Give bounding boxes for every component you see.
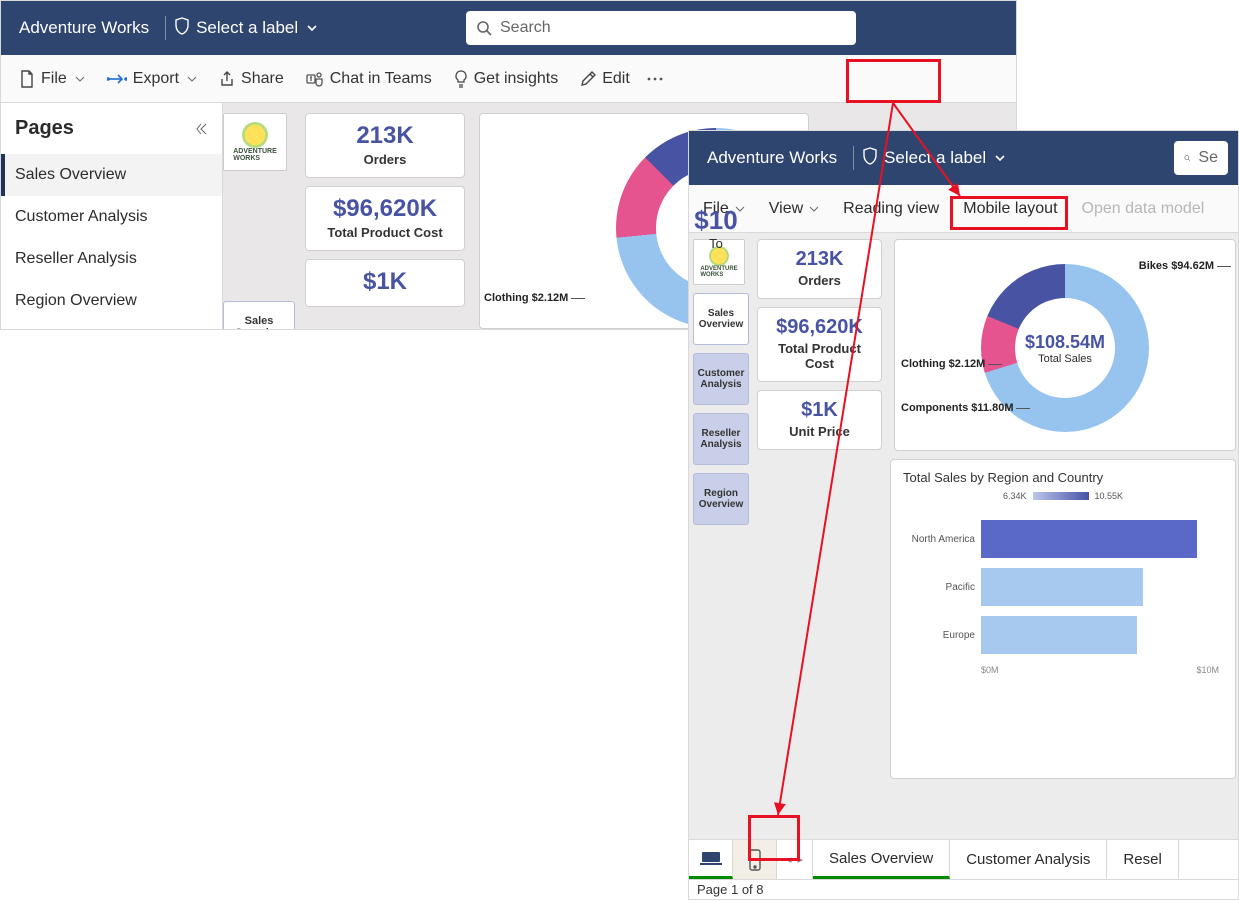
bar-chart-x-axis: $0M$10M	[903, 665, 1223, 675]
kpi-label: Unit Price	[764, 424, 875, 439]
search-placeholder: Search	[500, 19, 551, 37]
chat-teams-button[interactable]: Chat in Teams	[298, 66, 440, 92]
bar-row: Europe	[903, 611, 1223, 659]
command-bar: File Export Share Chat in Teams Get insi…	[1, 55, 1016, 103]
page-status: Page 1 of 8	[689, 880, 1238, 899]
donut-center-label: Total Sales	[1038, 353, 1092, 365]
chevron-down-icon	[187, 74, 197, 84]
bar-label: Europe	[903, 630, 981, 641]
shield-icon	[174, 17, 190, 40]
shield-icon	[862, 147, 878, 170]
kpi-card: $96,620K Total Product Cost	[305, 186, 465, 251]
donut-center-value: $10	[694, 205, 737, 236]
bar	[981, 520, 1197, 558]
page-item[interactable]: Customer Analysis	[1, 196, 222, 238]
region-bar-chart: Total Sales by Region and Country 6.34K …	[890, 459, 1236, 779]
page-tab[interactable]: Sales Overview	[813, 840, 950, 879]
file-icon	[19, 70, 35, 88]
kpi-label: Total Product Cost	[764, 341, 875, 371]
bulb-icon	[454, 70, 468, 88]
nav-tile[interactable]: Reseller Analysis	[693, 413, 749, 465]
page-item[interactable]: Reseller Analysis	[1, 238, 222, 280]
kpi-value: $1K	[764, 399, 875, 422]
share-icon	[219, 71, 235, 87]
search-icon	[1184, 150, 1190, 166]
mobile-layout-button[interactable]: Mobile layout	[963, 200, 1057, 218]
bar-chart-legend: 6.34K 10.55K	[903, 491, 1223, 501]
bar	[981, 616, 1137, 654]
bar-label: Pacific	[903, 582, 981, 593]
edit-button[interactable]: Edit	[572, 66, 638, 92]
donut-label-clothing: Clothing $2.12M	[484, 292, 585, 304]
bar-chart-title: Total Sales by Region and Country	[903, 470, 1223, 485]
search-container: Se	[1174, 141, 1228, 175]
nav-tile[interactable]: Customer Analysis	[693, 353, 749, 405]
chevron-down-icon	[809, 204, 819, 214]
bar	[981, 568, 1143, 606]
more-icon	[646, 76, 664, 82]
donut-center-value: $108.54M	[1025, 332, 1105, 353]
bar-row: Pacific	[903, 563, 1223, 611]
tab-scroll-arrows[interactable]: ◂▸	[777, 840, 813, 879]
export-icon	[107, 72, 127, 86]
page-item[interactable]: Region Overview	[1, 280, 222, 322]
chevron-down-icon	[75, 74, 85, 84]
gradient-swatch	[1033, 492, 1089, 500]
bar-label: North America	[903, 534, 981, 545]
kpi-card: 213K Orders	[305, 113, 465, 178]
donut-center-label: To	[709, 236, 723, 251]
search-input[interactable]: Search	[466, 11, 856, 45]
pages-title: Pages	[15, 117, 74, 140]
desktop-layout-toggle[interactable]	[689, 840, 733, 879]
canvas-spacer	[689, 787, 1238, 839]
divider	[853, 146, 854, 170]
top-bar: Adventure Works Select a label Search	[1, 1, 1016, 55]
adventure-works-logo: ADVENTUREWORKS	[223, 113, 287, 171]
desktop-icon	[700, 850, 722, 866]
total-sales-donut-card: $108.54M Total Sales Bikes $94.62M Cloth…	[894, 239, 1236, 451]
bar-row: North America	[903, 515, 1223, 563]
page-tab[interactable]: Customer Analysis	[950, 840, 1107, 879]
kpi-label: Total Product Cost	[312, 225, 458, 240]
export-menu[interactable]: Export	[99, 66, 205, 92]
pencil-icon	[580, 71, 596, 87]
mobile-layout-toggle[interactable]	[733, 840, 777, 879]
pages-pane-header: Pages	[1, 107, 222, 154]
get-insights-button[interactable]: Get insights	[446, 66, 566, 92]
open-data-model-button: Open data model	[1082, 200, 1205, 218]
donut-label-bikes: Bikes $94.62M	[1139, 260, 1231, 272]
kpi-value: 213K	[312, 122, 458, 150]
reading-view-button[interactable]: Reading view	[843, 200, 939, 218]
select-label-dropdown[interactable]: Select a label	[884, 148, 1006, 168]
kpi-value: $1K	[312, 268, 458, 296]
search-input[interactable]: Se	[1174, 141, 1228, 175]
kpi-card: $1K	[305, 259, 465, 307]
chevron-down-icon	[306, 22, 318, 34]
select-label-dropdown[interactable]: Select a label	[196, 18, 318, 38]
kpi-value: $96,620K	[312, 195, 458, 223]
page-item[interactable]: Sales Overview	[1, 154, 222, 196]
more-button[interactable]	[644, 72, 666, 86]
select-label-text: Select a label	[196, 18, 298, 38]
share-button[interactable]: Share	[211, 66, 292, 92]
teams-icon	[306, 71, 324, 87]
nav-tile[interactable]: Region Overview	[693, 473, 749, 525]
page-tab[interactable]: Resel	[1107, 840, 1178, 879]
donut-chart: $10 To	[616, 128, 809, 328]
nav-tile-sales-overview[interactable]: Sales Overview	[223, 301, 295, 329]
divider	[165, 16, 166, 40]
file-menu[interactable]: File	[11, 66, 93, 92]
search-icon	[476, 20, 492, 36]
chevron-down-icon	[994, 152, 1006, 164]
donut-chart: $108.54M Total Sales	[981, 264, 1149, 432]
collapse-icon[interactable]	[194, 122, 208, 136]
mobile-icon	[748, 849, 762, 871]
app-brand: Adventure Works	[11, 18, 157, 38]
kpi-label: Orders	[312, 152, 458, 167]
kpi-card: $1K Unit Price	[757, 390, 882, 450]
page-navigation-strip: ◂▸ Sales OverviewCustomer AnalysisResel …	[689, 839, 1238, 899]
search-container: Search	[466, 11, 856, 45]
total-sales-donut-card: $10 To Clothing $2.12M	[479, 113, 809, 329]
pages-pane: Pages Sales OverviewCustomer AnalysisRes…	[1, 103, 223, 329]
